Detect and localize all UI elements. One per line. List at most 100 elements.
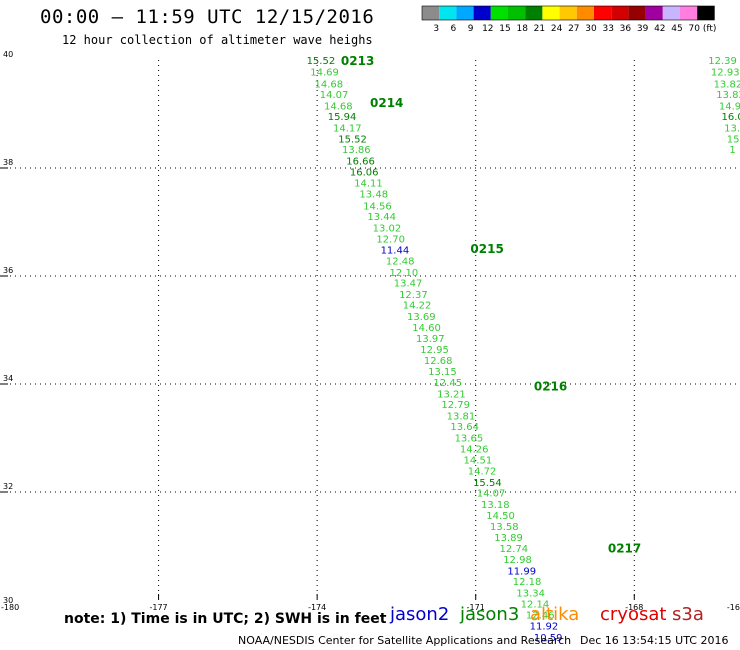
scale-swatch: [525, 6, 543, 20]
mission-label-s3a: s3a: [672, 604, 704, 625]
wave-height-value: 12.39: [708, 56, 737, 67]
pass-time-label: 0213: [341, 54, 374, 68]
scale-swatch: [697, 6, 715, 20]
lon-tick-label: -168: [625, 603, 643, 612]
pass-time-label: 0216: [534, 380, 567, 394]
wave-height-value: 13.44: [367, 212, 396, 223]
wave-height-value: 13.02: [373, 223, 402, 234]
wave-height-value: 14.07: [477, 489, 506, 500]
wave-height-value: 14.26: [460, 444, 489, 455]
wave-height-value: 13.64: [450, 422, 479, 433]
wave-height-value: 13.21: [437, 389, 466, 400]
scale-swatch: [422, 6, 440, 20]
lon-tick-label: -180: [1, 603, 19, 612]
wave-height-value: 12.18: [513, 577, 542, 588]
wave-height-value: 12.79: [441, 400, 470, 411]
wave-height-value: 14.68: [315, 79, 344, 90]
scale-label: 21: [534, 24, 545, 34]
scale-swatch: [508, 6, 526, 20]
mission-label-cryosat: cryosat: [600, 604, 667, 625]
page-subtitle: 12 hour collection of altimeter wave hei…: [62, 33, 373, 47]
wave-height-value: 12.74: [500, 544, 529, 555]
wave-height-value: 15.52: [338, 134, 367, 145]
credit-line: NOAA/NESDIS Center for Satellite Applica…: [238, 634, 572, 647]
lat-tick-label: 36: [3, 266, 13, 275]
wave-height-value: 14.51: [464, 456, 493, 467]
wave-height-value: 13.89: [494, 533, 523, 544]
wave-height-value: 14.68: [324, 101, 353, 112]
scale-swatch: [456, 6, 474, 20]
wave-height-value: 12.98: [503, 555, 532, 566]
wave-height-value: 1: [729, 145, 735, 156]
lon-tick-label: -171: [467, 603, 485, 612]
scale-swatch: [662, 6, 680, 20]
wave-height-value: 14.60: [412, 323, 441, 334]
mission-label-jason2: jason2: [390, 604, 450, 625]
scale-label: 36: [620, 24, 632, 34]
lat-tick-label: 34: [3, 374, 13, 383]
scale-label: 3: [433, 24, 439, 34]
lat-tick-label: 40: [3, 50, 13, 59]
scale-swatch: [473, 6, 491, 20]
wave-height-value: 11.44: [381, 246, 410, 257]
generated-timestamp: Dec 16 13:54:15 UTC 2016: [580, 634, 729, 647]
wave-height-value: 13.58: [490, 522, 519, 533]
wave-height-value: 13.97: [416, 334, 445, 345]
scale-swatch: [576, 6, 594, 20]
mission-label-altika: altika: [530, 604, 580, 625]
wave-height-value: 12.70: [376, 234, 405, 245]
scale-frame: [421, 5, 715, 21]
wave-height-value: 15.94: [328, 112, 357, 123]
wave-height-value: 13.: [724, 124, 740, 135]
scale-swatch: [611, 6, 629, 20]
lon-tick-label: -174: [308, 603, 326, 612]
scale-swatch: [594, 6, 612, 20]
wave-height-value: 16.0: [722, 112, 740, 123]
lat-tick-label: 32: [3, 482, 13, 491]
wave-height-value: 13.48: [359, 189, 388, 200]
wave-height-value: 13.86: [342, 145, 371, 156]
scale-label: 33: [602, 24, 613, 34]
wave-height-value: 11.92: [530, 621, 559, 632]
lon-tick-label: -16: [727, 603, 740, 612]
wave-height-value: 16.06: [350, 167, 379, 178]
scale-label: 18: [516, 24, 528, 34]
scale-label: 24: [551, 24, 563, 34]
pass-time-label: 0215: [470, 242, 503, 256]
wave-height-value: 13.81: [447, 411, 476, 422]
scale-label: 27: [568, 24, 579, 34]
wave-height-value: 14.07: [320, 90, 349, 101]
wave-height-value: 11.99: [507, 566, 536, 577]
scale-label: 70: [688, 24, 700, 34]
wave-height-value: 13.65: [455, 434, 484, 445]
pass-time-label: 0214: [370, 96, 403, 110]
wave-height-value: 13.69: [407, 312, 436, 323]
scale-label: 30: [585, 24, 597, 34]
scale-swatch: [490, 6, 508, 20]
scale-swatch: [439, 6, 457, 20]
wave-height-value: 13.15: [428, 367, 457, 378]
color-scale-legend: 3 6 9 12 15 18 21 24 27 30 33 36 39 42 45 70 (ft): [421, 5, 716, 34]
wave-height-value: 14.69: [310, 67, 339, 78]
scale-swatch: [645, 6, 663, 20]
wave-height-value: 14.56: [363, 201, 392, 212]
wave-height-value: 13.18: [481, 500, 510, 511]
scale-label: 42: [654, 24, 665, 34]
wave-height-value: 12.48: [386, 256, 415, 267]
wave-height-value: 14.9: [719, 101, 740, 112]
scale-swatch: [628, 6, 646, 20]
wave-height-value: 12.37: [399, 290, 428, 301]
scale-swatch: [559, 6, 577, 20]
wave-height-value: 12.93: [711, 67, 740, 78]
wave-height-value: 13.82: [714, 79, 740, 90]
wave-height-value: 16.66: [346, 157, 375, 168]
scale-swatch: [542, 6, 560, 20]
wave-height-value: 13.34: [516, 589, 545, 600]
wave-height-value: 13.82: [716, 90, 740, 101]
wave-height-value: 15: [727, 134, 740, 145]
wave-height-value: 14.22: [403, 301, 432, 312]
scale-label: 45: [671, 24, 682, 34]
scale-label: 12: [482, 24, 493, 34]
scale-label: 9: [468, 24, 474, 34]
units-note: note: 1) Time is in UTC; 2) SWH is in fe…: [64, 611, 387, 627]
